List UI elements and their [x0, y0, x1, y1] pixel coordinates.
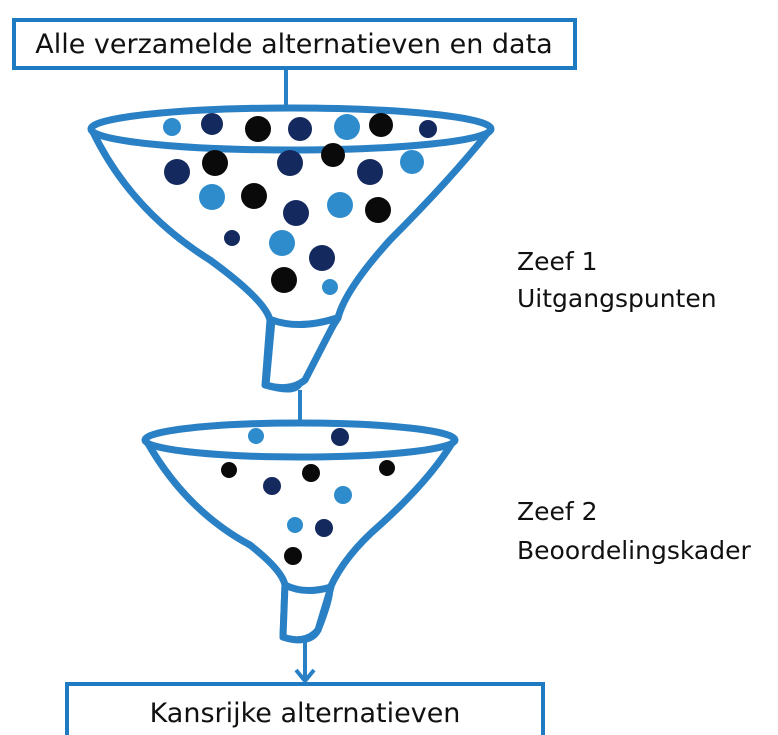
- sieve-label: Uitgangspunten: [517, 284, 717, 313]
- sieve-name: Zeef 2: [517, 497, 598, 526]
- top-box-text: Alle verzamelde alternatieven en data: [35, 29, 552, 60]
- arrow: [296, 640, 314, 681]
- sieve-label: Beoordelingskader: [517, 536, 751, 565]
- diagram: Alle verzamelde alternatieven en data: [0, 0, 778, 735]
- sieve-name: Zeef 1: [517, 247, 598, 276]
- funnel-2: [145, 423, 455, 640]
- bottom-box-text: Kansrijke alternatieven: [150, 698, 461, 729]
- funnel-1: [91, 108, 491, 389]
